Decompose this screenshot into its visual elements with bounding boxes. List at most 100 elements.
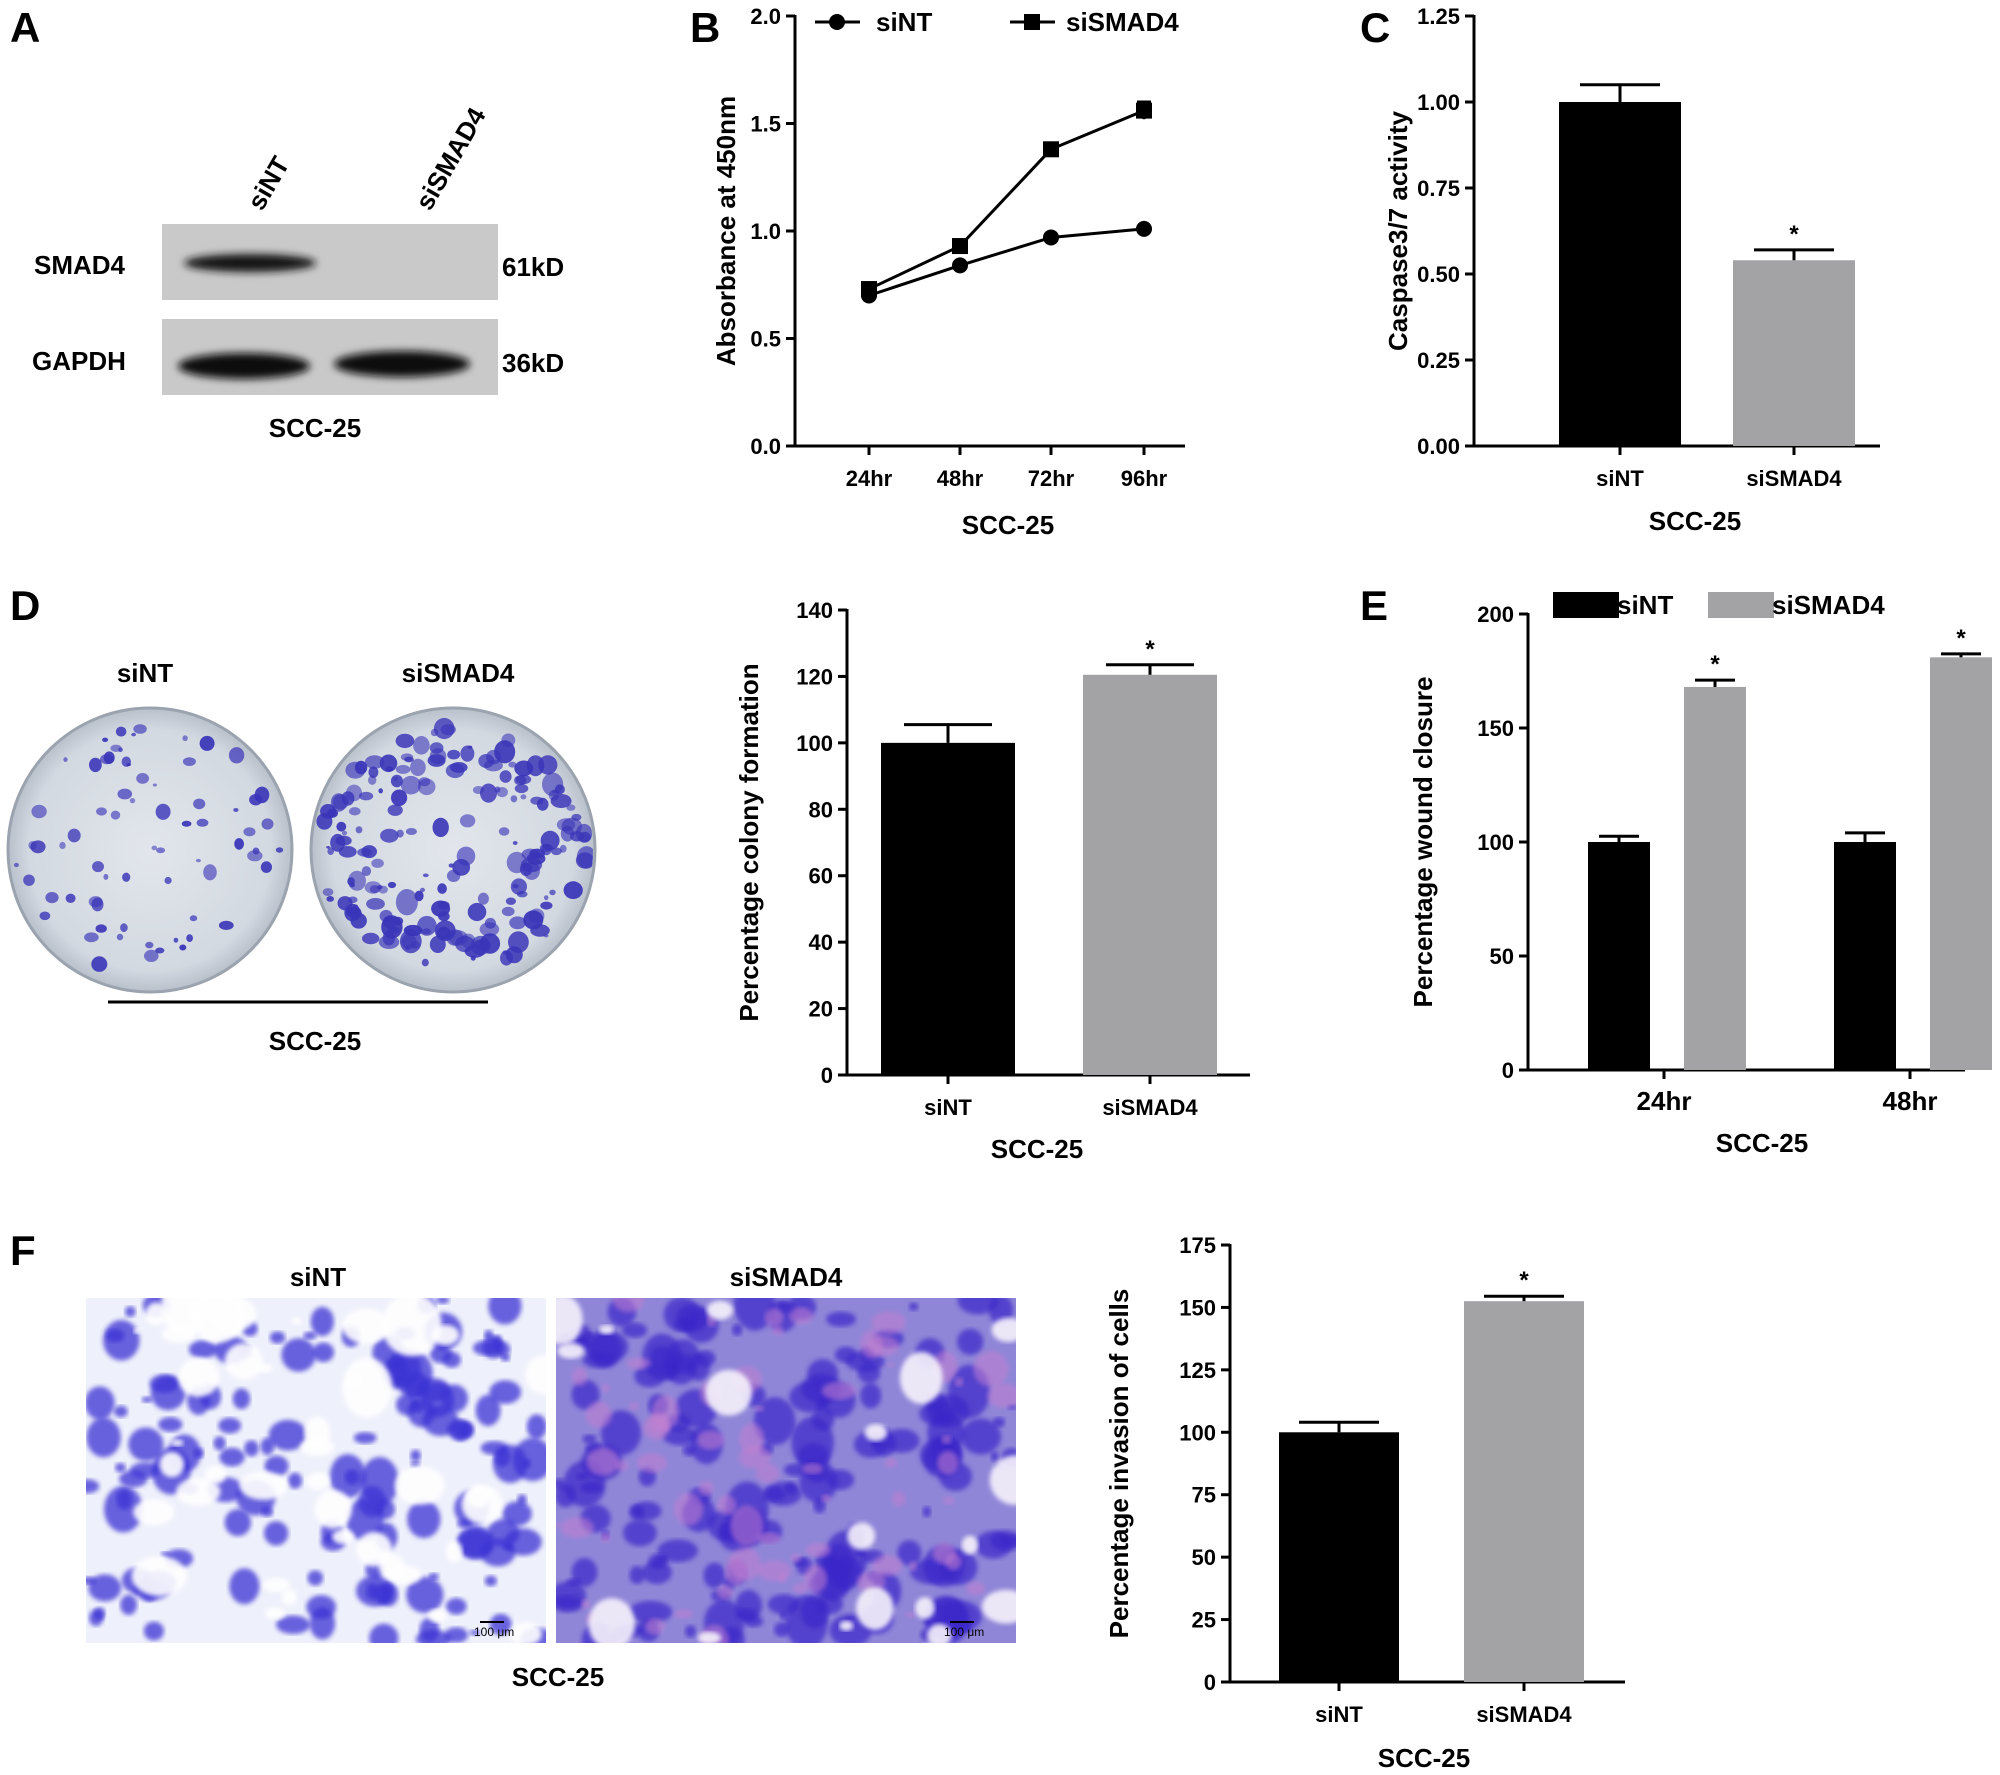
invasion-label-sint: siNT [290, 1262, 346, 1292]
colony-spot [65, 893, 76, 903]
colony-spot [387, 804, 403, 816]
stain-patch [145, 1302, 167, 1326]
colony-stain-sint [13, 724, 284, 972]
chart-d-y-tick-label: 120 [796, 664, 833, 689]
colony-spot [152, 783, 157, 787]
data-point-sismad4 [1043, 141, 1059, 158]
colony-spot [510, 795, 518, 803]
stain-patch [436, 1298, 450, 1304]
colony-spot [467, 902, 487, 922]
colony-spot [494, 786, 501, 793]
stain-patch [612, 1298, 645, 1313]
stain-patch [281, 1338, 316, 1372]
stain-patch [886, 1362, 895, 1368]
stain-patch [663, 1298, 701, 1333]
x-tick-label: siSMAD4 [1102, 1095, 1198, 1120]
stain-patch [431, 1325, 460, 1345]
stain-patch [239, 1471, 288, 1500]
stain-patch [263, 1521, 289, 1546]
stain-patch [484, 1575, 497, 1587]
stain-patch [588, 1598, 635, 1643]
y-axis-label: Percentage colony formation [734, 663, 764, 1021]
stain-patch [291, 1317, 302, 1325]
chart-e-y-tick-label: 50 [1490, 944, 1514, 969]
colony-spot [28, 841, 37, 850]
colony-spot [446, 869, 461, 883]
stain-patch [86, 1417, 121, 1458]
colony-spot [514, 783, 529, 794]
colony-spot [450, 762, 468, 773]
stain-patch [834, 1346, 858, 1363]
colony-stain-sismad4 [316, 717, 593, 967]
legend-marker-sint [829, 14, 845, 30]
stain-patch [982, 1589, 1016, 1624]
colony-spot [31, 804, 47, 819]
stain-patch [260, 1437, 275, 1455]
chart-f-y-tick-label: 175 [1179, 1233, 1216, 1258]
colony-spot [92, 861, 104, 873]
colony-spot [400, 753, 414, 761]
stain-patch [304, 1416, 331, 1450]
significance-mark: * [1710, 651, 1720, 678]
stain-patch [730, 1505, 764, 1546]
stain-patch [629, 1565, 645, 1585]
colony-spot [566, 804, 576, 811]
stain-patch [378, 1554, 405, 1579]
stain-patch [960, 1418, 1002, 1455]
stain-patch [120, 1594, 137, 1615]
colony-spot [526, 852, 546, 865]
bar-24hr-sint [1588, 842, 1650, 1070]
blot-cell-line-label: SCC-25 [269, 413, 361, 443]
chart-d-colony: 0 20 40 60 80 100 120 140 siNT * siSMAD4 SCC-25 Perc… [734, 598, 1250, 1164]
colony-spot [378, 935, 400, 949]
stain-patch [86, 1386, 115, 1420]
stain-patch [764, 1487, 786, 1502]
stain-patch [86, 1479, 100, 1494]
blot-size-label-36kd: 36kD [502, 348, 564, 378]
stain-patch [698, 1480, 714, 1496]
colony-spot [550, 847, 562, 856]
colony-spot [39, 911, 51, 921]
stain-patch [303, 1331, 317, 1340]
stain-patch [954, 1377, 964, 1387]
stain-patch [314, 1490, 352, 1529]
data-point-sint [1043, 229, 1059, 246]
stain-patch [309, 1607, 336, 1640]
chart-b-y-tick-label: 2.0 [750, 4, 781, 29]
colony-spot [530, 796, 544, 805]
stain-patch [396, 1393, 418, 1416]
colony-spot [173, 937, 179, 943]
colony-spot [361, 866, 372, 877]
colony-spot [155, 947, 165, 954]
colony-spot [392, 916, 404, 926]
colony-spot [23, 874, 35, 886]
blot-band-gapdh-sint [178, 353, 310, 379]
stain-patch [502, 1501, 532, 1526]
stain-patch [571, 1379, 600, 1410]
y-axis-label: Percentage invasion of cells [1104, 1289, 1134, 1639]
colony-spot [195, 858, 201, 863]
colony-spot [549, 889, 556, 896]
stain-patch [388, 1349, 422, 1388]
legend-swatch-sismad4 [1708, 592, 1774, 618]
stain-patch [662, 1426, 698, 1446]
colony-spot [359, 791, 374, 801]
legend-swatch-sint [1553, 592, 1619, 618]
stain-patch [905, 1611, 917, 1618]
stain-patch [269, 1331, 286, 1344]
stain-patch [703, 1562, 726, 1589]
stain-patch [218, 1417, 242, 1434]
colony-spot [429, 935, 446, 954]
stain-patch [509, 1622, 542, 1643]
stain-patch [406, 1576, 444, 1613]
colony-spot [437, 883, 447, 894]
colony-spot [391, 789, 408, 807]
stain-patch [373, 1583, 392, 1605]
x-tick-label: 24hr [846, 466, 893, 491]
x-tick-label: siSMAD4 [1746, 466, 1842, 491]
stain-patch [626, 1357, 651, 1370]
stain-patch [757, 1560, 792, 1582]
stain-patch [674, 1609, 693, 1619]
invasion-cell-line-label: SCC-25 [512, 1662, 604, 1692]
colony-spot [576, 846, 593, 869]
